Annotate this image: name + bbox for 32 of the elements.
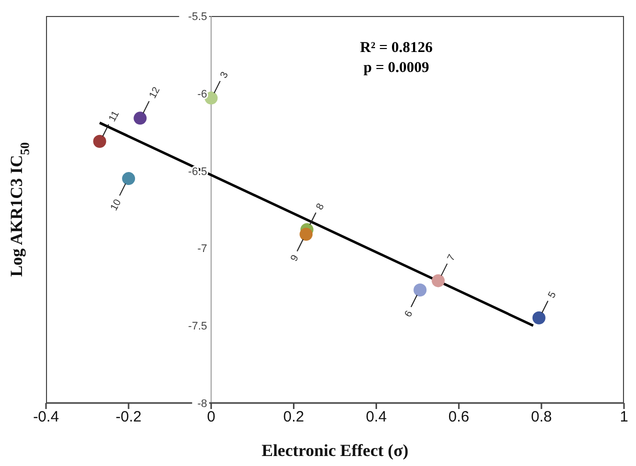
point bbox=[300, 228, 313, 241]
annotation: 9 bbox=[288, 253, 302, 264]
annotation: 11 bbox=[107, 108, 122, 124]
annotation: 12 bbox=[148, 85, 163, 100]
point bbox=[122, 172, 136, 186]
x-tick-label: -0.2 bbox=[116, 408, 142, 426]
y-tick-label: -5.5 bbox=[188, 11, 208, 23]
annotation: R² = 0.8126 bbox=[360, 39, 433, 58]
annotation: 7 bbox=[446, 252, 458, 263]
y-tick-label: -7.5 bbox=[188, 320, 208, 333]
y-tick-label: -7 bbox=[197, 243, 208, 256]
point bbox=[414, 283, 427, 296]
annotation: 3 bbox=[218, 70, 232, 80]
x-tick-label: 0.8 bbox=[531, 408, 552, 426]
annotation: 10 bbox=[108, 197, 124, 213]
x-tick-label: 0.2 bbox=[283, 408, 304, 426]
x-tick-label: 0 bbox=[206, 408, 216, 426]
x-axis-title: Electronic Effect (σ) bbox=[262, 441, 408, 460]
point bbox=[93, 134, 106, 148]
annotation: 5 bbox=[546, 290, 559, 300]
y-tick-label: -6 bbox=[197, 88, 208, 100]
point bbox=[432, 274, 445, 288]
x-tick-label: 0.4 bbox=[366, 408, 387, 426]
x-tick-label: -0.4 bbox=[33, 408, 59, 426]
y-tick-label: -8 bbox=[197, 398, 208, 410]
annotation: 8 bbox=[314, 201, 327, 212]
annotation: 6 bbox=[402, 308, 416, 320]
point bbox=[532, 311, 546, 324]
point bbox=[134, 112, 147, 125]
annotation: p = 0.0009 bbox=[362, 59, 430, 78]
x-tick-label: 1 bbox=[620, 408, 628, 426]
x-tick-label: 0.6 bbox=[448, 408, 470, 426]
